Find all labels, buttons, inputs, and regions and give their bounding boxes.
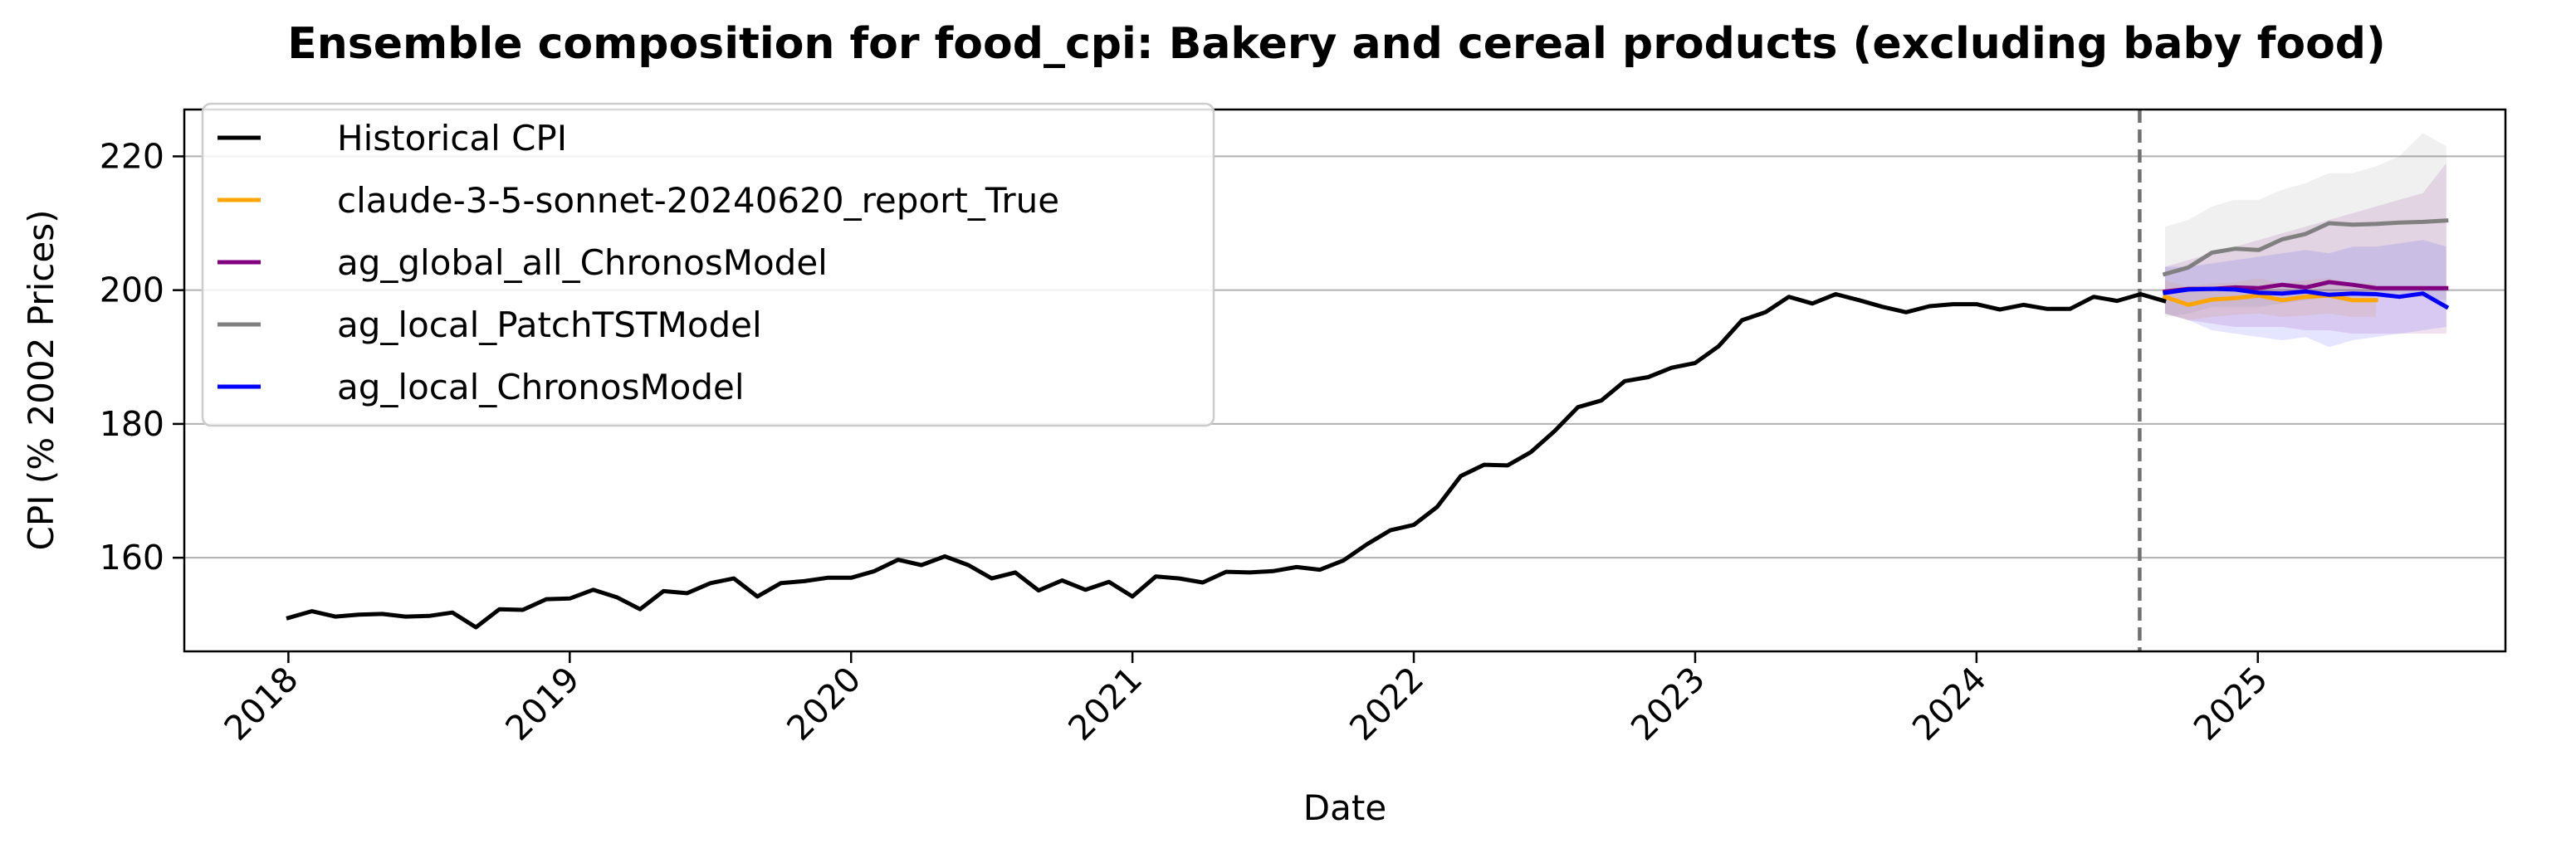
- series-line-ag_local_ChronosModel: [2163, 286, 2450, 310]
- series-line-ag_local_PatchTSTModel: [2162, 218, 2449, 277]
- y-axis-label: CPI (% 2002 Prices): [21, 210, 61, 551]
- legend-label: claude-3-5-sonnet-20240620_report_True: [337, 180, 1059, 221]
- chart-title: Ensemble composition for food_cpi: Baker…: [287, 19, 2386, 69]
- legend-label: ag_local_ChronosModel: [337, 367, 745, 407]
- line-layer: [286, 110, 2450, 651]
- legend-label: ag_global_all_ChronosModel: [337, 242, 828, 283]
- y-tick-label: 180: [100, 404, 164, 444]
- y-tick-label: 220: [100, 136, 164, 176]
- x-axis-label: Date: [1303, 787, 1386, 828]
- legend-label: ag_local_PatchTSTModel: [337, 305, 762, 345]
- legend-label: Historical CPI: [337, 118, 567, 158]
- series-line-claude-3-5-sonnet-20240620_report_True: [2162, 293, 2378, 307]
- legend: Historical CPI claude-3-5-sonnet-20240620…: [201, 102, 1215, 427]
- plot-frame: [183, 108, 2507, 653]
- y-tick-label: 200: [100, 271, 164, 310]
- series-line-Historical CPI: [286, 292, 2167, 630]
- y-tick-label: 160: [100, 538, 164, 578]
- legend-box: [201, 102, 1215, 427]
- band-ag_local_PatchTSTModel: [2164, 133, 2446, 317]
